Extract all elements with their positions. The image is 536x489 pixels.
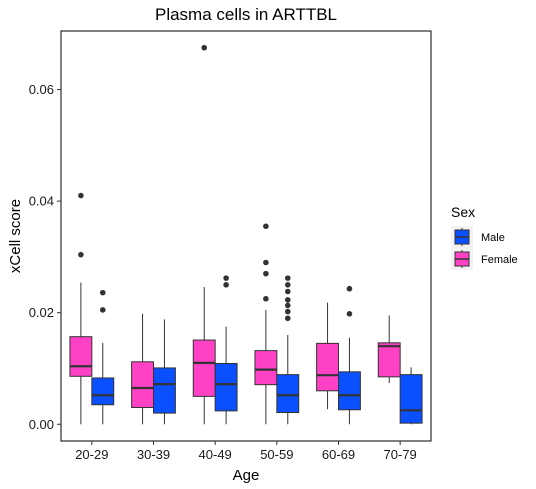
- y-tick-label: 0.00: [29, 417, 54, 432]
- x-tick-label: 60-69: [322, 447, 355, 462]
- y-tick-label: 0.04: [29, 194, 54, 209]
- outlier-point: [223, 275, 229, 281]
- outlier-point: [263, 270, 269, 277]
- y-tick-label: 0.02: [29, 305, 54, 320]
- outlier-point: [284, 315, 291, 322]
- box-iqr: [91, 377, 115, 406]
- outlier-point: [284, 302, 291, 309]
- x-tick-label: 20-29: [75, 447, 108, 462]
- outlier-point: [346, 285, 353, 292]
- box-iqr: [131, 361, 155, 409]
- box-male: [153, 319, 176, 425]
- outlier-point: [284, 275, 291, 281]
- x-tick-label: 50-59: [260, 447, 293, 462]
- box-iqr: [69, 336, 93, 377]
- legend-entry-male: Male: [451, 226, 505, 248]
- outlier-point: [223, 282, 229, 288]
- box-iqr: [214, 362, 238, 412]
- box-male: [91, 289, 115, 425]
- boxplot-series: [69, 44, 423, 425]
- box-iqr: [316, 342, 340, 392]
- legend-entry-female: Female: [451, 248, 518, 270]
- box-female: [254, 223, 278, 425]
- box-iqr: [153, 367, 176, 414]
- box-female: [131, 313, 155, 425]
- x-axis-title: Age: [233, 467, 260, 484]
- box-iqr: [276, 374, 300, 414]
- box-male: [399, 367, 423, 425]
- x-axis: 20-29 30-39 40-49 50-59 60-69 70-79: [75, 441, 417, 462]
- outlier-point: [284, 282, 291, 288]
- outlier-point: [263, 295, 269, 302]
- outlier-point: [263, 259, 269, 266]
- plot-panel: [60, 30, 432, 442]
- legend: Sex Male Female: [451, 204, 518, 270]
- outlier-point: [78, 251, 84, 258]
- y-tick-label: 0.06: [29, 82, 54, 97]
- outlier-point: [78, 192, 84, 199]
- box-iqr: [377, 342, 401, 378]
- box-iqr: [254, 350, 278, 386]
- outlier-point: [346, 311, 353, 317]
- outlier-point: [99, 289, 106, 296]
- y-axis: 0.00 0.02 0.04 0.06: [29, 82, 61, 432]
- legend-label-male: Male: [481, 232, 505, 244]
- outlier-point: [99, 307, 106, 313]
- x-tick-label: 70-79: [384, 447, 417, 462]
- legend-label-female: Female: [481, 254, 518, 266]
- box-female: [69, 192, 93, 425]
- box-male: [276, 275, 300, 425]
- box-male: [214, 275, 238, 425]
- box-male: [338, 285, 361, 425]
- chart-title: Plasma cells in ARTTBL: [155, 5, 337, 24]
- x-tick-label: 40-49: [199, 447, 232, 462]
- legend-title: Sex: [451, 204, 475, 220]
- box-iqr: [192, 339, 216, 397]
- box-iqr: [338, 371, 361, 411]
- x-tick-label: 30-39: [137, 447, 170, 462]
- outlier-point: [263, 223, 269, 230]
- box-female: [316, 302, 340, 410]
- outlier-point: [284, 308, 291, 315]
- box-iqr: [399, 374, 423, 424]
- outlier-point: [284, 297, 291, 303]
- y-axis-title: xCell score: [7, 199, 24, 273]
- box-female: [377, 315, 401, 383]
- outlier-point: [284, 288, 291, 295]
- outlier-point: [201, 44, 208, 51]
